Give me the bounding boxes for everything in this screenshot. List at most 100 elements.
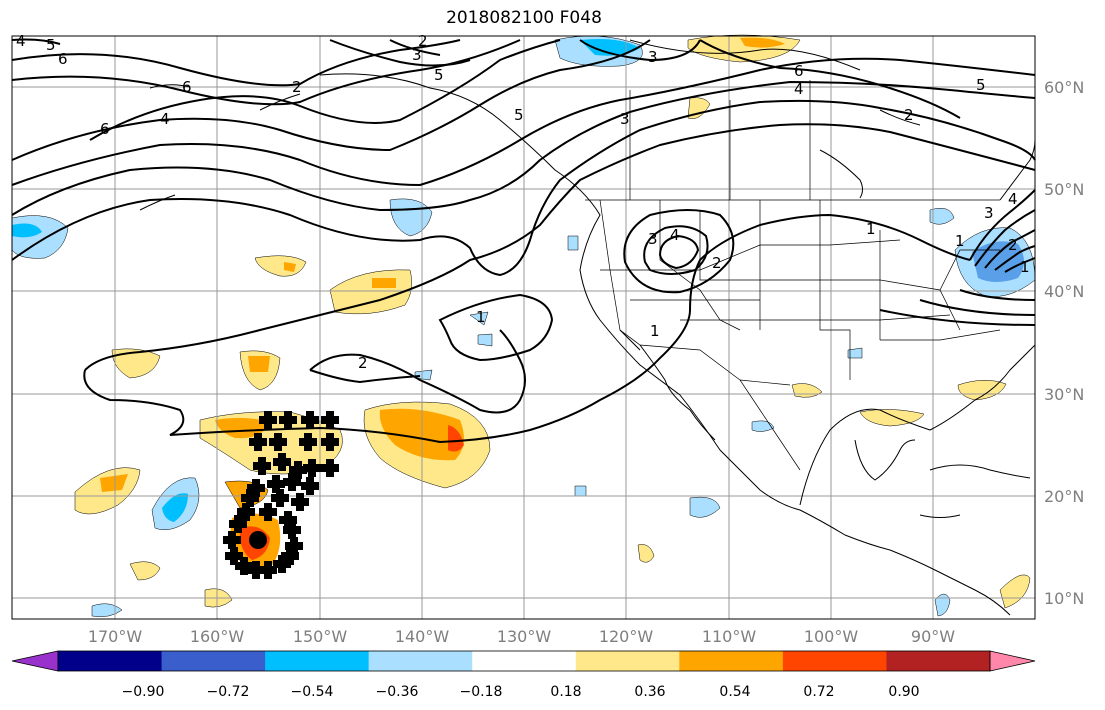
contour-label: 2 bbox=[358, 354, 368, 372]
track-marker bbox=[279, 411, 297, 429]
contour-label: 3 bbox=[412, 46, 422, 64]
lon-label: 90°W bbox=[911, 627, 955, 646]
contour-labels: 5 4 6 6 6 4 5 3 2 2 5 3 3 6 4 5 2 3 4 2 … bbox=[16, 32, 1030, 372]
colorbar-tick-label: 0.54 bbox=[719, 684, 750, 700]
colorbar-labels: −0.90 −0.72 −0.54 −0.36 −0.18 0.18 0.36 … bbox=[122, 684, 920, 700]
contour-label: 2 bbox=[712, 254, 722, 272]
contour-label: 4 bbox=[16, 32, 26, 50]
lon-label: 160°W bbox=[190, 627, 245, 646]
contour-label: 5 bbox=[514, 106, 524, 124]
contour-label: 6 bbox=[182, 78, 192, 96]
colorbar-segment bbox=[472, 651, 577, 671]
track-marker bbox=[321, 411, 339, 429]
contour-label: 4 bbox=[1008, 190, 1018, 208]
contour-label: 5 bbox=[434, 66, 444, 84]
longitude-labels: 170°W 160°W 150°W 140°W 130°W 120°W 110°… bbox=[88, 627, 955, 646]
lon-label: 120°W bbox=[599, 627, 654, 646]
latitude-labels: 60°N 50°N 40°N 30°N 20°N 10°N bbox=[1044, 78, 1084, 608]
track-marker bbox=[267, 475, 285, 493]
map-title: 2018082100 F048 bbox=[446, 8, 602, 28]
contour-label: 6 bbox=[58, 50, 68, 68]
contour-label: 3 bbox=[620, 110, 630, 128]
contour-label: 1 bbox=[1020, 258, 1030, 276]
gridlines bbox=[12, 36, 1035, 619]
track-marker bbox=[259, 503, 277, 521]
colorbar-segment bbox=[265, 651, 370, 671]
map-frame bbox=[11, 35, 1036, 620]
track-marker bbox=[273, 555, 291, 573]
colorbar-tick-label: 0.36 bbox=[634, 684, 665, 700]
contour-label: 1 bbox=[476, 308, 486, 326]
lat-label: 30°N bbox=[1044, 385, 1084, 404]
lon-label: 170°W bbox=[88, 627, 143, 646]
track-marker bbox=[299, 433, 317, 451]
contour-label: 2 bbox=[418, 32, 428, 50]
colorbar-segment bbox=[161, 651, 266, 671]
colorbar-tick-label: −0.72 bbox=[207, 684, 250, 700]
track-marker bbox=[259, 411, 277, 429]
lat-label: 50°N bbox=[1044, 180, 1084, 199]
contour-label: 4 bbox=[670, 226, 680, 244]
colorbar-arrow-right bbox=[989, 650, 1036, 672]
lon-label: 140°W bbox=[395, 627, 450, 646]
track-marker bbox=[285, 537, 303, 555]
track-marker bbox=[269, 433, 287, 451]
contour-label: 5 bbox=[976, 76, 986, 94]
track-marker bbox=[279, 511, 297, 529]
contour-label: 5 bbox=[46, 36, 56, 54]
storm-center-marker bbox=[249, 531, 267, 549]
lon-label: 100°W bbox=[804, 627, 859, 646]
lon-label: 130°W bbox=[497, 627, 552, 646]
contour-label: 4 bbox=[160, 110, 170, 128]
track-marker bbox=[273, 453, 291, 471]
colorbar bbox=[11, 650, 1036, 672]
colorbar-segment bbox=[368, 651, 473, 671]
colorbar-outline bbox=[57, 650, 991, 672]
lon-label: 150°W bbox=[293, 627, 348, 646]
colorbar-tick-label: −0.18 bbox=[460, 684, 503, 700]
track-marker bbox=[301, 477, 319, 495]
contour-label: 2 bbox=[1008, 236, 1018, 254]
contour-label: 3 bbox=[984, 204, 994, 222]
track-marker bbox=[321, 433, 339, 451]
track-marker bbox=[241, 489, 259, 507]
contour-label: 6 bbox=[100, 120, 110, 138]
colorbar-tick-label: 0.18 bbox=[550, 684, 581, 700]
track-marker bbox=[289, 461, 307, 479]
contour-label: 1 bbox=[955, 232, 965, 250]
track-marker bbox=[259, 561, 277, 579]
track-marker bbox=[235, 557, 253, 575]
colorbar-arrow-left bbox=[11, 650, 59, 672]
track-marker bbox=[253, 457, 271, 475]
colorbar-tick-label: 0.72 bbox=[803, 684, 834, 700]
contour-label: 3 bbox=[648, 230, 658, 248]
lat-label: 10°N bbox=[1044, 589, 1084, 608]
contour-label: 2 bbox=[904, 106, 914, 124]
colorbar-segment bbox=[679, 651, 784, 671]
track-marker bbox=[301, 411, 319, 429]
coastlines bbox=[139, 39, 1036, 616]
lat-label: 40°N bbox=[1044, 282, 1084, 301]
colorbar-tick-label: −0.54 bbox=[291, 684, 334, 700]
contour-label: 6 bbox=[794, 62, 804, 80]
track-marker bbox=[237, 503, 255, 521]
lon-label: 110°W bbox=[702, 627, 757, 646]
colorbar-segment bbox=[575, 651, 680, 671]
storm-track-markers bbox=[223, 411, 339, 579]
lat-label: 60°N bbox=[1044, 78, 1084, 97]
track-marker bbox=[249, 433, 267, 451]
track-marker bbox=[291, 493, 309, 511]
track-marker bbox=[271, 489, 289, 507]
track-marker bbox=[283, 473, 301, 491]
colorbar-segment bbox=[58, 651, 163, 671]
colorbar-segment bbox=[782, 651, 887, 671]
colorbar-segment bbox=[886, 651, 991, 671]
lat-label: 20°N bbox=[1044, 487, 1084, 506]
track-marker bbox=[303, 459, 321, 477]
track-marker bbox=[247, 561, 265, 579]
contour-label: 1 bbox=[866, 220, 876, 238]
track-marker bbox=[225, 547, 243, 565]
contour-label: 4 bbox=[794, 80, 804, 98]
contour-label: 3 bbox=[648, 48, 658, 66]
